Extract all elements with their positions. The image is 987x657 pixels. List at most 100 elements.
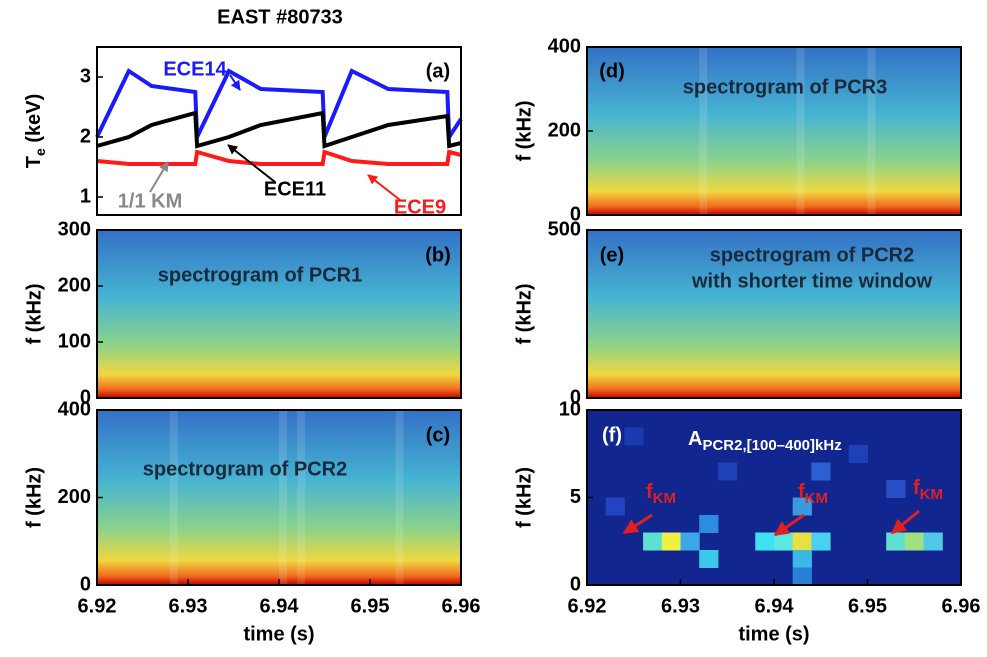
axes-frame <box>586 229 962 399</box>
y-tick-label: 2 <box>80 125 91 147</box>
annotation: spectrogram of PCR3 <box>683 76 888 98</box>
heatmap-cell <box>811 532 831 551</box>
heatmap-cell <box>699 550 719 568</box>
heatmap-cell <box>886 480 906 498</box>
x-axis-label: time (s) <box>243 623 314 645</box>
marker-label: fKM <box>913 477 943 503</box>
pointer-arrow <box>227 144 276 183</box>
heatmap-cell <box>605 497 625 516</box>
marker-label-sub: KM <box>805 490 828 507</box>
pointer-arrow <box>773 513 805 537</box>
spectrogram-image <box>587 47 961 215</box>
x-tick-label: 6.94 <box>755 595 795 617</box>
panel-label: (b) <box>425 244 451 266</box>
y-axis-label: f (kHz) <box>513 100 535 161</box>
pointer-arrow <box>149 161 169 193</box>
y-tick-label: 0 <box>80 573 91 595</box>
panel-label: (e) <box>600 244 624 266</box>
y-axis-label-rest: (keV) <box>23 94 45 148</box>
pointer-arrow <box>622 513 653 535</box>
heatmap-cell <box>643 532 663 551</box>
annotation-main: A <box>688 428 702 450</box>
spectrogram-stripe <box>279 410 287 585</box>
x-axis-label: time (s) <box>738 623 809 645</box>
y-tick-label: 0 <box>80 386 91 408</box>
x-tick-label: 6.96 <box>442 595 481 617</box>
heatmap-cell <box>886 532 906 551</box>
y-axis-label: f (kHz) <box>513 467 535 528</box>
spectrogram-stripe <box>867 47 876 215</box>
pointer-arrow <box>229 74 241 91</box>
y-tick-label: 100 <box>58 330 91 352</box>
y-tick-label: 5 <box>570 486 581 508</box>
panel-label: (c) <box>426 424 450 446</box>
y-axis-label: f (kHz) <box>513 283 535 344</box>
series-label: ECE9 <box>394 196 446 218</box>
heatmap-cell <box>699 515 719 533</box>
spectrogram-stripe <box>699 47 708 215</box>
y-tick-label: 200 <box>58 274 91 296</box>
panel-label: (d) <box>599 60 625 82</box>
x-tick-label: 6.92 <box>78 595 117 617</box>
y-tick-label: 200 <box>58 486 91 508</box>
y-axis-label: f (kHz) <box>23 283 45 344</box>
x-tick-label: 6.93 <box>661 595 700 617</box>
spectrogram-stripe <box>796 47 805 215</box>
series-label: ECE14 <box>163 58 227 80</box>
heatmap-cell <box>811 462 831 481</box>
annotation: APCR2,[100–400]kHz <box>688 428 842 454</box>
x-tick-label: 6.95 <box>848 595 887 617</box>
y-tick-label: 300 <box>58 218 91 240</box>
heatmap-cell <box>792 497 812 516</box>
marker-label-sub: KM <box>920 486 943 503</box>
marker-label-main: f <box>913 477 920 499</box>
heatmap-cell <box>717 462 738 481</box>
annotation: spectrogram of PCR2 <box>143 458 348 480</box>
annotation: spectrogram of PCR2 <box>710 244 915 266</box>
pointer-arrow <box>367 174 401 201</box>
heatmap-cell <box>755 532 775 551</box>
spectrogram-stripe <box>297 410 306 585</box>
heatmap-cell <box>792 532 812 551</box>
heatmap-cell <box>904 532 925 551</box>
heatmap-cell <box>680 532 700 551</box>
y-tick-label: 400 <box>548 35 581 57</box>
heatmap-cell <box>848 445 868 463</box>
panel-label: (a) <box>426 60 450 82</box>
y-tick-label: 3 <box>80 65 91 87</box>
series-label: ECE11 <box>264 178 326 200</box>
x-tick-label: 6.95 <box>351 595 390 617</box>
marker-label: fKM <box>646 481 676 507</box>
annotation: 1/1 KM <box>118 190 182 212</box>
y-tick-label: 400 <box>58 398 91 420</box>
marker-label-main: f <box>646 481 653 503</box>
chart-title: EAST #80733 <box>217 6 343 28</box>
annotation-sub: PCR2,[100–400]kHz <box>702 437 841 454</box>
spectrogram-stripe <box>169 410 178 585</box>
y-tick-label: 0 <box>570 573 581 595</box>
x-tick-label: 6.92 <box>568 595 607 617</box>
y-tick-label: 10 <box>559 398 581 420</box>
x-tick-label: 6.96 <box>942 595 981 617</box>
y-tick-label: 0 <box>570 203 581 225</box>
y-axis-label: f (kHz) <box>23 467 45 528</box>
series-line <box>96 110 462 149</box>
series-line <box>95 68 463 144</box>
pointer-arrow <box>890 509 920 535</box>
y-tick-label: 200 <box>548 119 581 141</box>
marker-label: fKM <box>798 481 828 507</box>
spectrogram-stripe <box>395 410 404 585</box>
spectrogram-image <box>97 410 461 585</box>
spectrogram-image <box>97 230 461 398</box>
heatmap-cell <box>661 532 681 551</box>
annotation: spectrogram of PCR1 <box>158 264 363 286</box>
heatmap-cell <box>923 532 943 551</box>
heatmap-cell <box>774 532 794 551</box>
y-tick-label: 500 <box>548 218 581 240</box>
y-axis-label-main: T <box>23 156 45 168</box>
y-axis-label: Te (keV) <box>23 94 47 168</box>
axes-frame <box>96 229 462 399</box>
annotation: with shorter time window <box>691 270 932 292</box>
heatmap-cell <box>792 567 812 586</box>
